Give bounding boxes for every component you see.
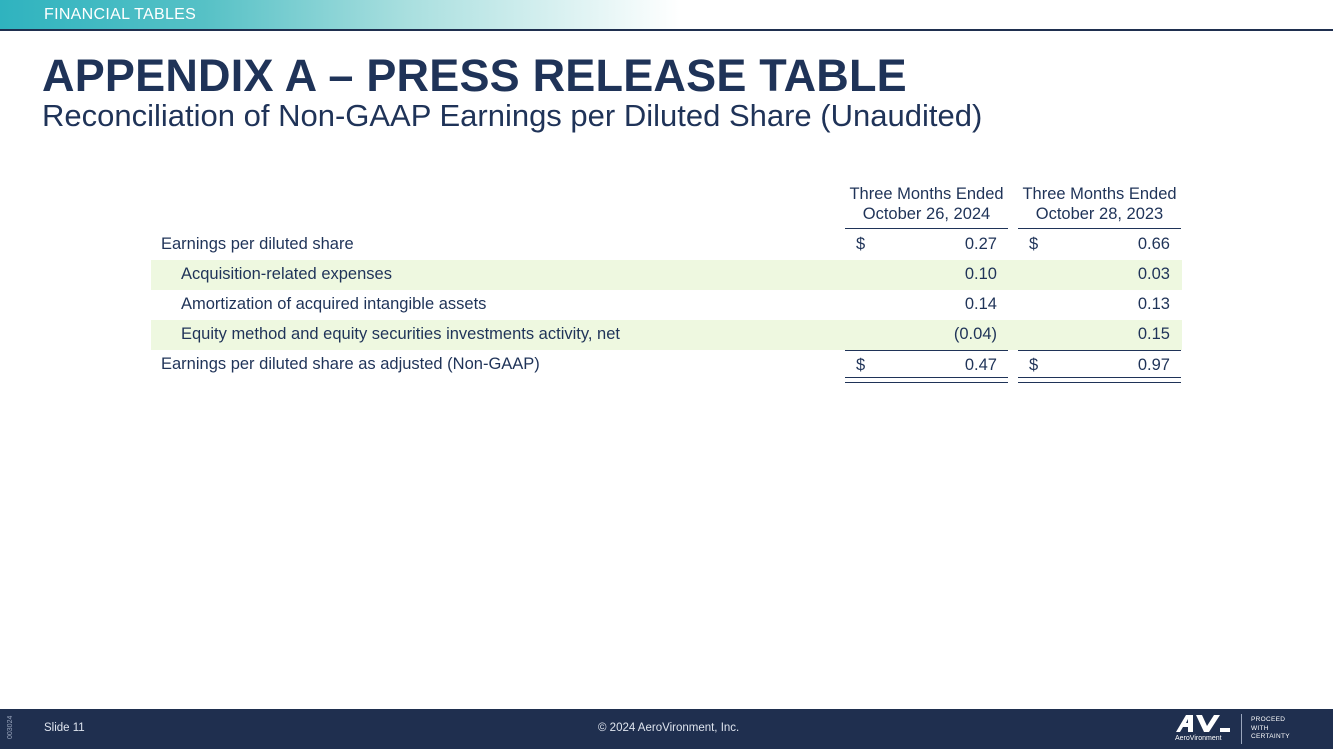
av-logo-icon <box>1176 715 1230 732</box>
row-label: Acquisition-related expenses <box>181 265 392 283</box>
table-header-row: Three Months Ended October 26, 2024 Thre… <box>151 182 1182 230</box>
total-cell: $ 0.97 <box>1018 350 1181 383</box>
page-subtitle: Reconciliation of Non-GAAP Earnings per … <box>42 98 983 133</box>
slide-number: Slide 11 <box>44 722 85 734</box>
value-cell: 0.13 <box>1018 290 1181 320</box>
value: 0.97 <box>1137 356 1170 374</box>
column-header-current: Three Months Ended October 26, 2024 <box>845 182 1008 229</box>
column-header-line: Three Months Ended <box>849 185 1004 203</box>
company-logo: AeroVironment <box>1172 713 1236 745</box>
tagline: PROCEED WITH CERTAINTY <box>1251 716 1290 742</box>
table-row-acquisition: Acquisition-related expenses 0.10 0.03 <box>151 260 1182 290</box>
column-header-line: October 26, 2024 <box>862 205 991 223</box>
value: 0.66 <box>1137 235 1170 253</box>
column-header-line: October 28, 2023 <box>1035 205 1164 223</box>
value: 0.15 <box>1137 325 1170 343</box>
value-cell: 0.15 <box>1018 320 1181 350</box>
value: 0.03 <box>1137 265 1170 283</box>
header-rule <box>0 29 1333 31</box>
tagline-line: PROCEED <box>1251 716 1286 723</box>
value-cell: $ 0.27 <box>845 230 1008 260</box>
value-cell: $ 0.66 <box>1018 230 1181 260</box>
table-row-adjusted-eps: Earnings per diluted share as adjusted (… <box>151 350 1182 383</box>
tagline-line: CERTAINTY <box>1251 733 1290 740</box>
value: 0.14 <box>964 295 997 313</box>
reconciliation-table: Three Months Ended October 26, 2024 Thre… <box>151 182 1182 383</box>
page-title: APPENDIX A – PRESS RELEASE TABLE <box>42 50 907 101</box>
value-cell: (0.04) <box>845 320 1008 350</box>
table-row-eps: Earnings per diluted share $ 0.27 $ 0.66 <box>151 230 1182 260</box>
value: 0.27 <box>964 235 997 253</box>
footer-bar: 003024 Slide 11 © 2024 AeroVironment, In… <box>0 709 1333 749</box>
currency-symbol: $ <box>856 356 866 374</box>
value-cell: 0.03 <box>1018 260 1181 290</box>
tagline-line: WITH <box>1251 724 1269 732</box>
column-header-line: Three Months Ended <box>1022 185 1177 203</box>
currency-symbol: $ <box>1029 356 1039 374</box>
total-cell: $ 0.47 <box>845 350 1008 383</box>
value: 0.13 <box>1137 295 1170 313</box>
row-label: Equity method and equity securities inve… <box>181 325 620 343</box>
currency-symbol: $ <box>856 235 866 253</box>
value-cell: 0.10 <box>845 260 1008 290</box>
currency-symbol: $ <box>1029 235 1039 253</box>
row-label: Amortization of acquired intangible asse… <box>181 295 487 313</box>
logo-wordmark: AeroVironment <box>1175 735 1222 742</box>
section-label: FINANCIAL TABLES <box>44 6 197 23</box>
row-label: Earnings per diluted share as adjusted (… <box>161 355 540 373</box>
section-banner <box>0 0 680 30</box>
table-row-amortization: Amortization of acquired intangible asse… <box>151 290 1182 320</box>
table-row-equity-method: Equity method and equity securities inve… <box>151 320 1182 350</box>
footer-divider <box>1241 714 1242 744</box>
value: 0.47 <box>964 356 997 374</box>
value-cell: 0.14 <box>845 290 1008 320</box>
document-code: 003024 <box>7 715 14 739</box>
value: 0.10 <box>964 265 997 283</box>
column-header-prior: Three Months Ended October 28, 2023 <box>1018 182 1181 229</box>
copyright-notice: © 2024 AeroVironment, Inc. <box>598 722 740 734</box>
row-label: Earnings per diluted share <box>161 235 354 253</box>
value: (0.04) <box>953 325 997 343</box>
